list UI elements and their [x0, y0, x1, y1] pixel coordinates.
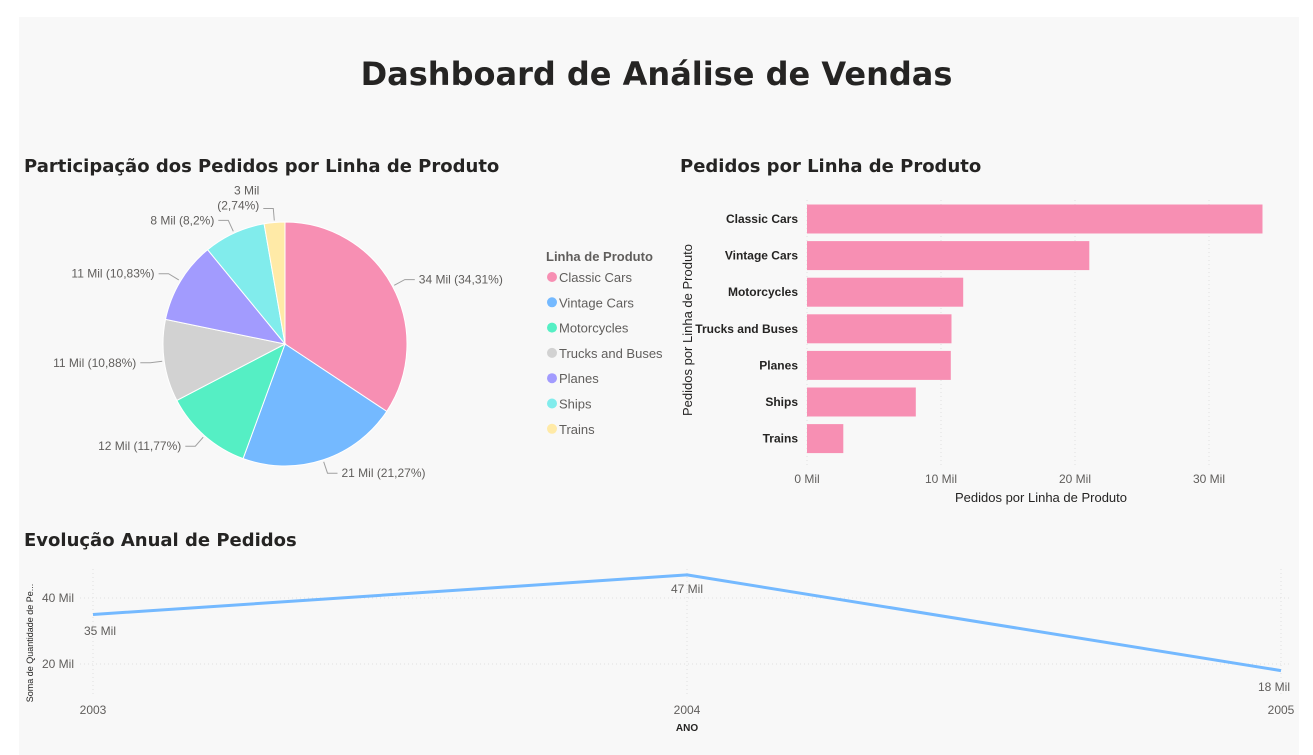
pie-data-label: 12 Mil (11,77%) — [98, 439, 181, 453]
bar-chart-title: Pedidos por Linha de Produto — [680, 156, 982, 177]
line-y-tick-label: 20 Mil — [42, 657, 74, 671]
bar-motorcycles[interactable] — [807, 277, 964, 307]
legend-title: Linha de Produto — [546, 249, 653, 264]
legend-item-motorcycles[interactable]: Motorcycles — [559, 321, 629, 336]
bar-category-label: Vintage Cars — [725, 249, 798, 263]
bar-x-tick-label: 10 Mil — [925, 472, 957, 486]
bar-ships[interactable] — [807, 387, 916, 417]
bar-category-label: Ships — [765, 395, 798, 409]
bar-x-tick-label: 30 Mil — [1193, 472, 1225, 486]
line-chart: 35 Mil 47 Mil 18 Mil 20 Mil 40 Mil 2003 2004 2… — [25, 569, 1295, 734]
bar-category-label: Motorcycles — [728, 285, 798, 299]
pie-slice-vintage-cars[interactable] — [242, 343, 388, 467]
line-data-label: 35 Mil — [84, 624, 116, 638]
line-x-tick-label: 2005 — [1268, 703, 1295, 717]
bar-classic-cars[interactable] — [807, 204, 1263, 234]
legend-item-classic-cars[interactable]: Classic Cars — [559, 270, 632, 285]
legend-item-trains[interactable]: Trains — [559, 422, 595, 437]
pie-leader-line — [218, 219, 234, 232]
bar-y-axis-label: Pedidos por Linha de Produto — [680, 244, 695, 416]
pie-slice-planes[interactable] — [164, 248, 287, 345]
pie-data-label: 34 Mil (34,31%) — [419, 273, 503, 287]
bar-x-axis-label: Pedidos por Linha de Produto — [955, 490, 1127, 505]
line-chart-title: Evolução Anual de Pedidos — [24, 530, 297, 551]
pie-chart-title: Participação dos Pedidos por Linha de Pr… — [24, 156, 500, 177]
pie-leader-line — [393, 279, 415, 286]
line-data-label: 47 Mil — [671, 582, 703, 596]
legend-marker-planes — [547, 373, 557, 384]
legend-marker-vintage-cars — [547, 297, 557, 308]
bar-chart: Classic Cars Vintage Cars Motorcycles Truck… — [680, 200, 1263, 505]
bar-vintage-cars[interactable] — [807, 241, 1090, 271]
bar-category-label: Classic Cars — [726, 212, 798, 226]
line-x-tick-label: 2003 — [80, 703, 107, 717]
line-x-axis-label: ANO — [676, 723, 698, 734]
pie-leader-line — [323, 461, 338, 474]
line-y-tick-label: 40 Mil — [42, 591, 74, 605]
pie-data-label: 11 Mil (10,83%) — [71, 267, 154, 281]
dashboard-title: Dashboard de Análise de Vendas — [360, 55, 953, 93]
bar-category-label: Trains — [763, 432, 799, 446]
bar-planes[interactable] — [807, 350, 951, 380]
pie-slice-trucks-and-buses[interactable] — [162, 318, 287, 402]
pie-slice-motorcycles[interactable] — [176, 342, 286, 460]
pie-leader-line — [185, 436, 204, 447]
pie-data-label: 11 Mil (10,88%) — [53, 356, 136, 370]
legend-item-ships[interactable]: Ships — [559, 397, 592, 412]
legend-marker-trains — [547, 423, 557, 434]
pie-slice-trains[interactable] — [263, 221, 286, 345]
bar-trucks-and-buses[interactable] — [807, 314, 952, 344]
line-data-label: 18 Mil — [1258, 680, 1290, 694]
bar-trains[interactable] — [807, 424, 844, 454]
legend-marker-motorcycles — [547, 322, 557, 333]
legend-item-trucks-and-buses[interactable]: Trucks and Buses — [559, 346, 663, 361]
legend-item-vintage-cars[interactable]: Vintage Cars — [559, 295, 634, 310]
pie-data-label: 8 Mil (8,2%) — [150, 213, 214, 227]
pie-data-label: 21 Mil (21,27%) — [341, 466, 425, 480]
legend-item-planes[interactable]: Planes — [559, 371, 599, 386]
pie-leader-line — [158, 273, 180, 281]
line-series-pedidos[interactable] — [92, 573, 1282, 673]
line-y-axis-label: Soma de Quantidade de Pe... — [25, 584, 35, 703]
legend-marker-trucks-and-buses — [547, 347, 557, 358]
legend-marker-classic-cars — [547, 272, 557, 282]
pie-leader-line — [140, 360, 163, 364]
line-x-tick-label: 2004 — [674, 703, 701, 717]
bar-category-label: Trucks and Buses — [695, 322, 798, 336]
bar-category-label: Planes — [759, 358, 798, 372]
pie-chart: 34 Mil (34,31%) 21 Mil (21,27%) 12 Mil (11… — [53, 185, 663, 480]
bar-x-tick-label: 0 Mil — [794, 472, 819, 486]
legend-marker-ships — [547, 398, 557, 409]
bar-x-tick-label: 20 Mil — [1059, 472, 1091, 486]
pie-data-label: 3 Mil — [234, 185, 259, 198]
pie-data-label-pct: (2,74%) — [217, 199, 259, 213]
pie-leader-line — [263, 208, 275, 221]
